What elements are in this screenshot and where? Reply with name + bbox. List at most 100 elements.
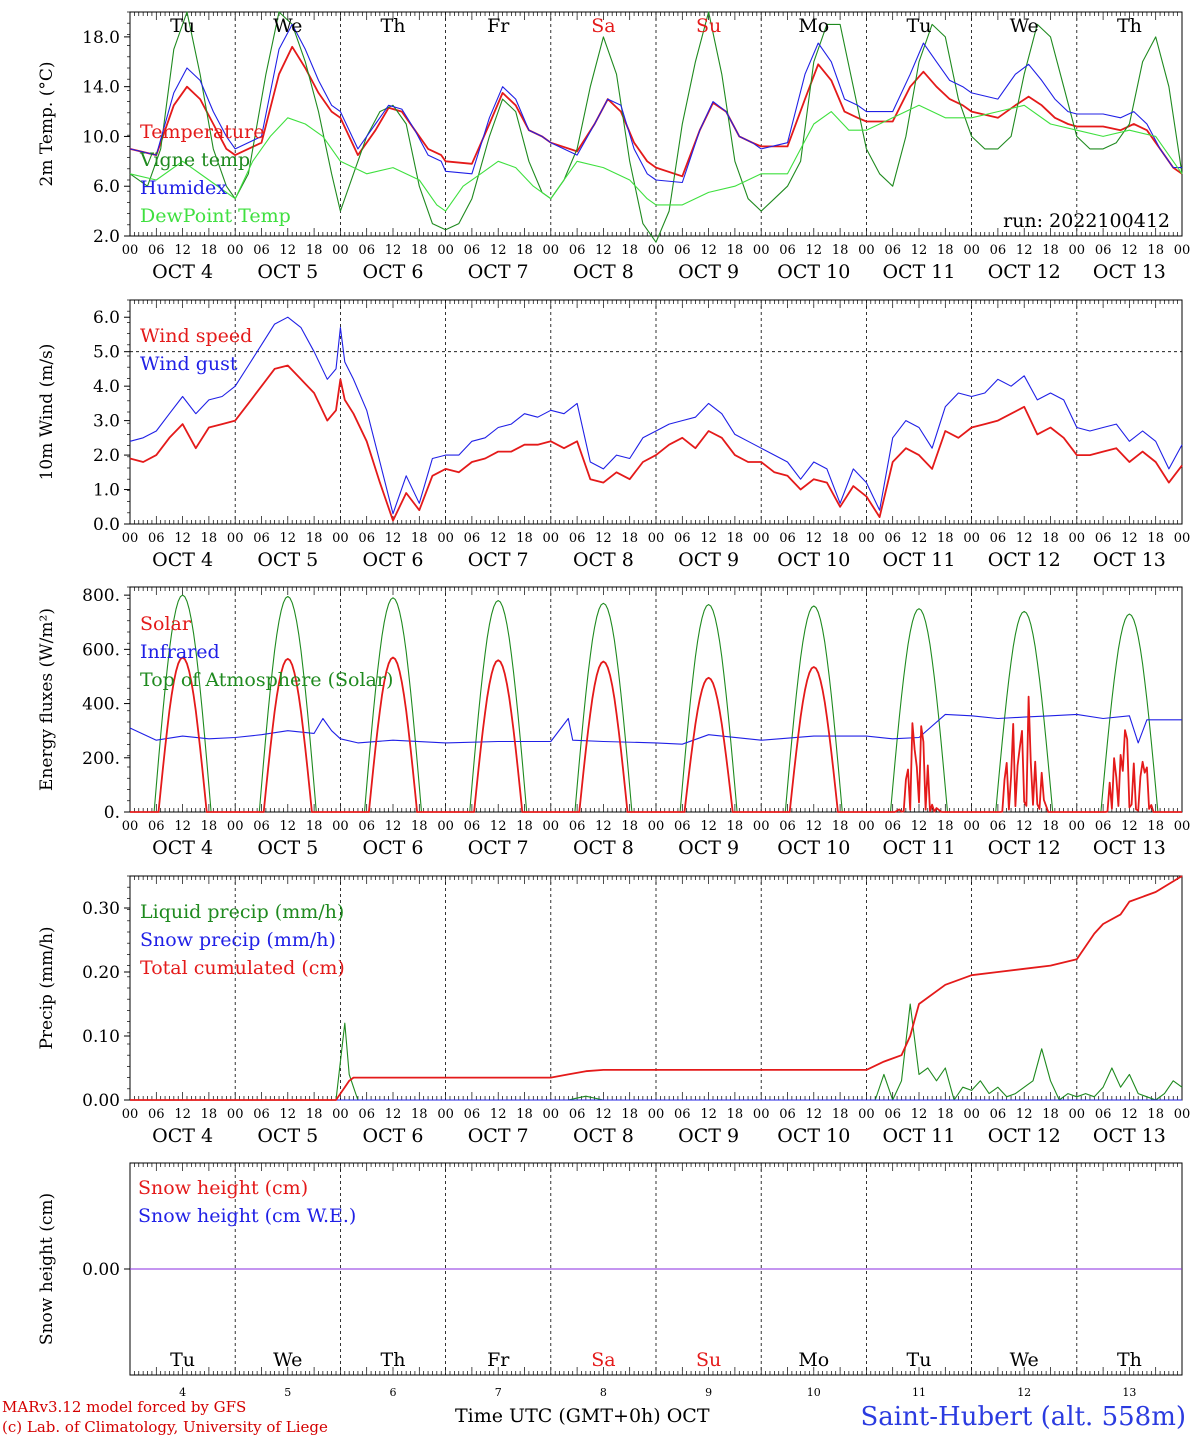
legend-entry: Total cumulated (cm) <box>140 957 345 979</box>
hour-tick-label: 06 <box>148 1107 165 1122</box>
date-label: OCT 5 <box>257 549 318 571</box>
hour-tick-label: 18 <box>727 531 744 546</box>
hour-tick-label: 00 <box>227 1107 244 1122</box>
hour-tick-label: 06 <box>990 819 1007 834</box>
hour-tick-label: 18 <box>201 819 218 834</box>
hour-tick-label: 18 <box>516 531 533 546</box>
series-total-cumulated-cm- <box>130 875 1183 1101</box>
hour-tick-label: 18 <box>1042 243 1059 258</box>
hour-tick-label: 12 <box>911 243 928 258</box>
y-tick-label: 0. <box>104 803 120 823</box>
hour-tick-label: 00 <box>332 243 349 258</box>
credit-lab: (c) Lab. of Climatology, University of L… <box>2 1418 328 1436</box>
hour-tick-label: 06 <box>1095 531 1112 546</box>
hour-tick-label: 12 <box>1121 1107 1138 1122</box>
hour-tick-label: 06 <box>148 819 165 834</box>
hour-tick-label: 06 <box>464 531 481 546</box>
hour-tick-label: 18 <box>727 819 744 834</box>
hour-tick-label: 18 <box>516 243 533 258</box>
date-label: OCT 5 <box>257 837 318 859</box>
legend-entry: Vigne temp <box>139 149 250 171</box>
date-label: OCT 9 <box>678 837 739 859</box>
panel-1: 2.0 6.0 10.0 14.0 18.0 2m Temp. (°C) Temperatu… <box>37 11 1191 283</box>
hour-tick-label: 06 <box>779 819 796 834</box>
hour-tick-label: 00 <box>227 243 244 258</box>
series-vigne-temp <box>129 11 1183 243</box>
date-label: OCT 10 <box>777 549 850 571</box>
hour-tick-label: 18 <box>621 1107 638 1122</box>
legend-entry: Snow precip (mm/h) <box>140 929 336 951</box>
credit-model: MARv3.12 model forced by GFS <box>2 1398 247 1416</box>
hour-tick-label: 00 <box>1069 531 1086 546</box>
y-tick-label: 5.0 <box>93 343 120 363</box>
hour-tick-label: 06 <box>884 819 901 834</box>
hour-tick-label: 12 <box>700 1107 717 1122</box>
hour-tick-label: 06 <box>990 1107 1007 1122</box>
hour-tick-label: 00 <box>648 819 665 834</box>
hour-tick-label: 12 <box>911 1107 928 1122</box>
series-wind-speed <box>129 364 1183 522</box>
hour-tick-label: 00 <box>543 1107 560 1122</box>
hour-tick-label: 06 <box>990 531 1007 546</box>
hour-tick-label: 12 <box>174 243 191 258</box>
date-label: OCT 11 <box>882 1125 955 1147</box>
hour-tick-label: 00 <box>122 531 139 546</box>
hour-tick-label: 18 <box>201 243 218 258</box>
hour-tick-label: 00 <box>437 243 454 258</box>
hour-tick-label: 06 <box>358 819 375 834</box>
day-number-label: 7 <box>495 1386 502 1399</box>
hour-tick-label: 12 <box>700 819 717 834</box>
hour-tick-label: 18 <box>621 531 638 546</box>
date-label: OCT 10 <box>777 261 850 283</box>
hour-tick-label: 00 <box>858 243 875 258</box>
date-label: OCT 13 <box>1093 549 1166 571</box>
hour-tick-label: 06 <box>569 243 586 258</box>
hour-tick-label: 18 <box>516 1107 533 1122</box>
series-wind-gust <box>129 316 1183 515</box>
hour-tick-label: 06 <box>358 243 375 258</box>
hour-tick-label: 18 <box>727 243 744 258</box>
station-name: Saint-Hubert (alt. 558m) <box>860 1402 1186 1432</box>
hour-tick-label: 00 <box>1174 243 1191 258</box>
legend-entry: Temperature <box>140 121 264 143</box>
legend-entry: Liquid precip (mm/h) <box>140 901 344 923</box>
hour-tick-label: 06 <box>674 243 691 258</box>
hour-tick-label: 12 <box>911 819 928 834</box>
date-label: OCT 4 <box>152 1125 213 1147</box>
hour-tick-label: 06 <box>1095 1107 1112 1122</box>
hour-tick-label: 12 <box>595 243 612 258</box>
hour-tick-label: 12 <box>806 531 823 546</box>
date-label: OCT 5 <box>257 261 318 283</box>
hour-tick-label: 00 <box>1174 531 1191 546</box>
weekday-label: Sa <box>591 1349 615 1371</box>
hour-tick-label: 18 <box>411 243 428 258</box>
hour-tick-label: 12 <box>700 243 717 258</box>
date-label: OCT 8 <box>573 1125 634 1147</box>
weekday-label: Su <box>696 1349 721 1371</box>
hour-tick-label: 06 <box>358 531 375 546</box>
hour-tick-label: 06 <box>1095 819 1112 834</box>
y-tick-label: 600. <box>82 640 120 660</box>
weekday-label: Su <box>696 15 721 37</box>
hour-tick-label: 12 <box>806 819 823 834</box>
hour-tick-label: 12 <box>385 819 402 834</box>
weekday-label: Mo <box>798 1349 829 1371</box>
hour-tick-label: 00 <box>753 819 770 834</box>
hour-tick-label: 00 <box>543 531 560 546</box>
hour-tick-label: 18 <box>1147 243 1164 258</box>
y-axis-label: Energy fluxes (W/m²) <box>37 608 57 791</box>
time-axis-label: Time UTC (GMT+0h) OCT <box>455 1405 710 1427</box>
y-axis-label: Precip (mm/h) <box>37 926 57 1049</box>
weekday-label: Mo <box>798 15 829 37</box>
date-label: OCT 4 <box>152 837 213 859</box>
hour-tick-label: 12 <box>595 819 612 834</box>
hour-tick-label: 00 <box>858 531 875 546</box>
hour-tick-label: 06 <box>253 243 270 258</box>
legend-entry: Solar <box>140 613 192 635</box>
hour-tick-label: 18 <box>411 1107 428 1122</box>
weekday-label: Tu <box>907 1349 932 1371</box>
hour-tick-label: 12 <box>490 819 507 834</box>
hour-tick-label: 12 <box>280 1107 297 1122</box>
weekday-label: We <box>273 15 302 37</box>
y-tick-label: 18.0 <box>82 28 120 48</box>
